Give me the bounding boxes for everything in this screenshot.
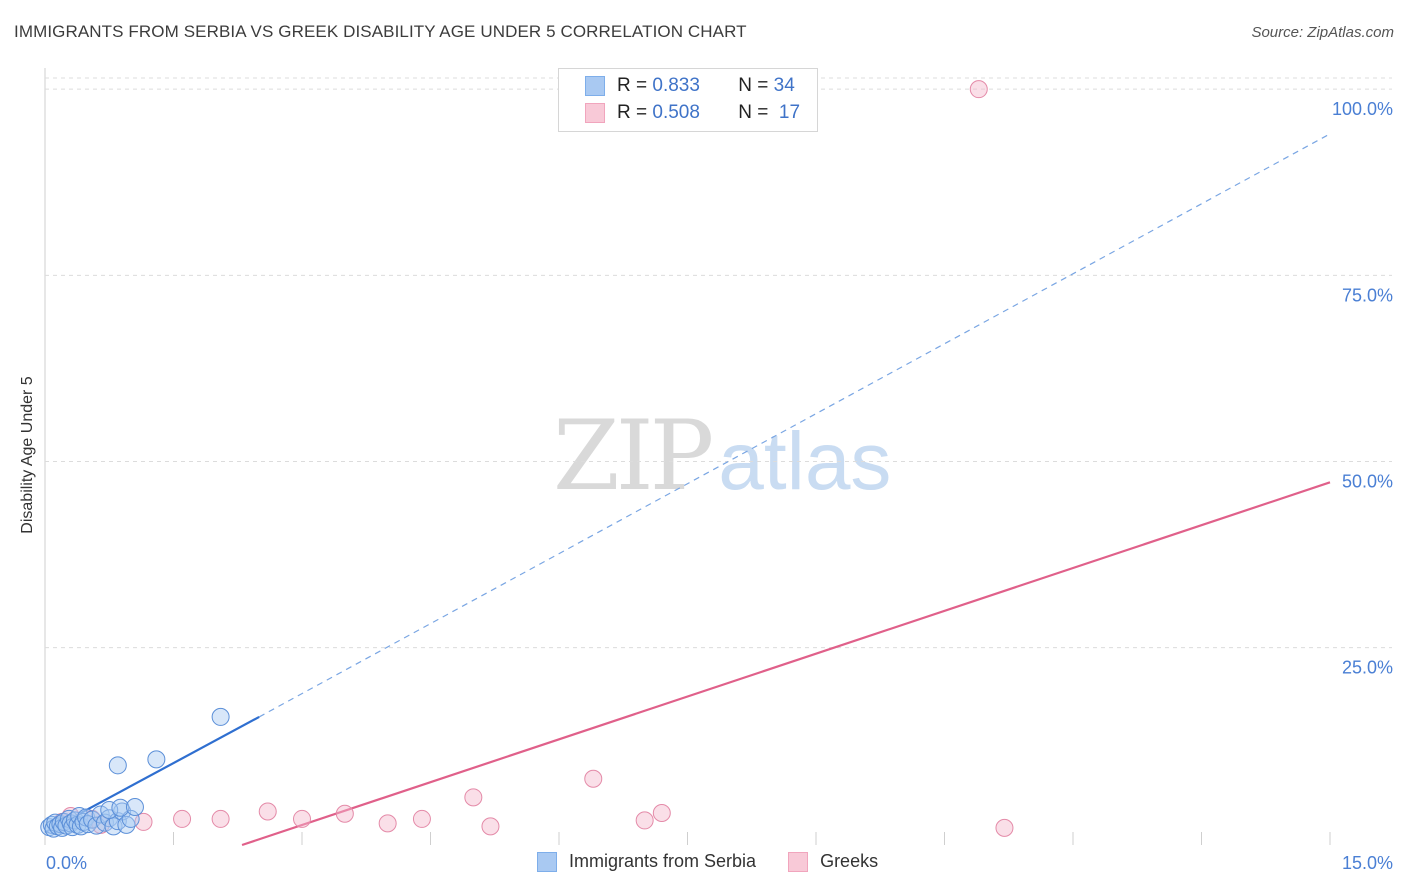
point-serbia (121, 809, 140, 828)
x-tick-label: 0.0% (46, 853, 87, 873)
correlation-legend: R = 0.833 N = 34 R = 0.508 N = 17 (558, 68, 818, 132)
point-greeks (335, 804, 354, 823)
point-greeks (211, 809, 230, 828)
legend-n-value: 34 (773, 75, 795, 96)
source-credit: Source: ZipAtlas.com (1251, 24, 1394, 41)
series-swatch-greeks (788, 851, 809, 872)
trend-lines (44, 133, 1331, 847)
point-serbia (91, 805, 110, 824)
y-axis-label: Disability Age Under 5 (19, 376, 36, 534)
watermark-zip: ZIP (553, 400, 714, 512)
series-label-serbia: Immigrants from Serbia (569, 851, 757, 871)
legend-r-label: R = (617, 102, 648, 123)
point-greeks (464, 788, 483, 807)
series-legend: Immigrants from Serbia Greeks (537, 851, 910, 872)
legend-row-greeks: R = 0.508 N = 17 (585, 100, 800, 126)
point-serbia (111, 798, 130, 817)
series-swatch-serbia (537, 851, 557, 872)
legend-n-label: N = (738, 75, 769, 96)
point-serbia (147, 750, 166, 769)
point-greeks (995, 818, 1014, 837)
trend-line-serbia-extension (258, 133, 1331, 718)
data-points (40, 80, 1014, 838)
trend-line-greeks (241, 481, 1331, 847)
legend-swatch-greeks (585, 103, 605, 123)
point-greeks (258, 802, 277, 821)
series-legend-greeks: Greeks (788, 851, 878, 872)
legend-n-label: N = (738, 102, 769, 123)
point-serbia (100, 801, 119, 820)
y-tick-label: 100.0% (1332, 99, 1393, 119)
point-greeks (584, 769, 603, 788)
point-greeks (652, 803, 671, 822)
point-greeks (378, 814, 397, 833)
legend-r-label: R = (617, 75, 648, 96)
series-label-greeks: Greeks (820, 851, 879, 871)
legend-swatch-serbia (585, 76, 605, 96)
y-tick-label: 50.0% (1342, 472, 1393, 492)
point-serbia (108, 756, 127, 775)
chart-title: IMMIGRANTS FROM SERBIA VS GREEK DISABILI… (14, 22, 747, 41)
legend-n-value: 17 (778, 102, 801, 123)
point-greeks (969, 80, 988, 99)
grid-lines (44, 68, 1392, 845)
point-greeks (412, 809, 431, 828)
x-axis-ticks (44, 832, 1331, 845)
y-tick-label: 25.0% (1342, 658, 1393, 678)
x-tick-label: 15.0% (1342, 853, 1393, 873)
y-tick-label: 75.0% (1342, 285, 1393, 305)
legend-row-serbia: R = 0.833 N = 34 (585, 73, 795, 99)
legend-r-value: 0.508 (652, 102, 700, 123)
point-serbia (125, 798, 144, 817)
point-greeks (173, 809, 192, 828)
point-greeks (635, 811, 654, 830)
trend-line-serbia (44, 715, 260, 834)
legend-r-value: 0.833 (652, 75, 700, 96)
point-greeks (481, 817, 500, 836)
series-legend-serbia: Immigrants from Serbia (537, 851, 756, 872)
point-serbia (211, 707, 230, 726)
tick-labels: 25.0% 50.0% 75.0% 100.0% 0.0% 15.0% (46, 99, 1393, 873)
point-greeks (293, 809, 311, 828)
